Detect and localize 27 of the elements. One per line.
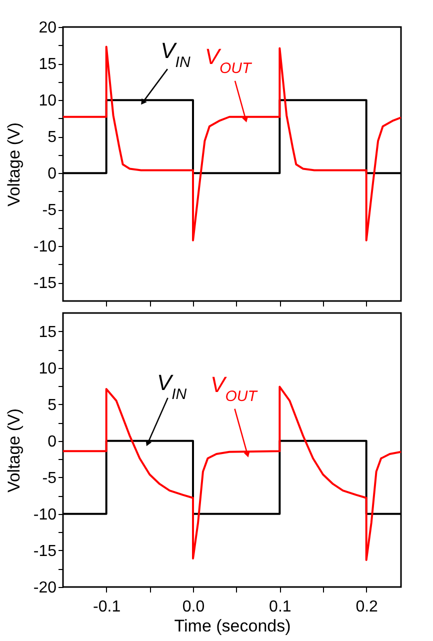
y-tick-label: 15 [38,324,57,341]
y-tick-label: 0 [48,433,57,450]
y-tick-label: 20 [38,20,57,36]
annotation: V$_{OUT}$ [204,44,254,76]
y-tick-label: -10 [33,506,57,524]
y-tick-label: -10 [33,238,57,256]
x-tick-label: 0.1 [269,598,292,616]
x-axis-title: Time (seconds) [174,616,291,636]
y-axis-title: Voltage (V) [4,408,24,493]
y-tick-label: 10 [38,360,57,378]
y-tick-label: -20 [33,580,57,596]
y-tick-label: 10 [38,92,57,110]
y-tick-label: 0 [48,166,57,183]
y-tick-label: -5 [42,470,57,487]
y-tick-label: 5 [48,396,57,414]
x-tick-label: -0.1 [93,598,121,616]
y-tick-label: -15 [33,275,57,292]
y-tick-label: -5 [42,202,57,220]
annotation: V$_{OUT}$ [210,372,259,404]
y-tick-label: -15 [33,542,57,560]
y-tick-label: 5 [48,129,57,146]
y-tick-label: 15 [38,56,57,74]
annotation: V$_{IN}$ [156,370,187,402]
x-tick-label: 0.0 [182,598,205,616]
x-tick-label: 0.2 [356,598,378,616]
y-axis-title: Voltage (V) [4,122,24,207]
annotation: V$_{IN}$ [160,38,190,71]
